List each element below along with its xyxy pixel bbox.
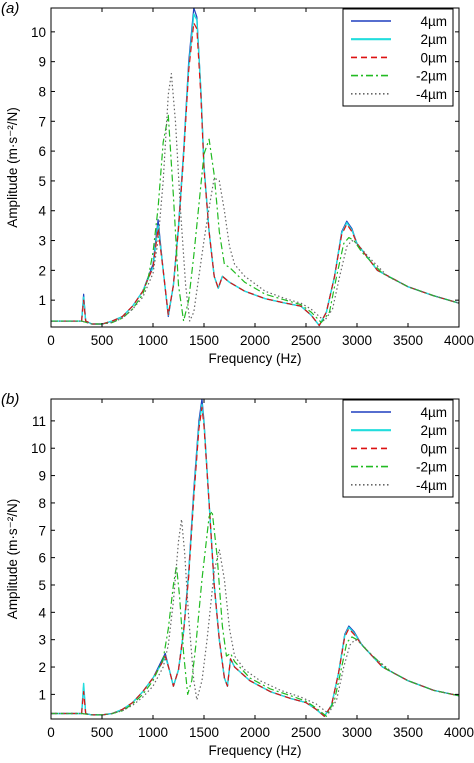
panel-label: (a) bbox=[1, 0, 19, 17]
legend: 4µm 2µm 0µm -2µm -4µm bbox=[342, 399, 454, 498]
y-tick-label: 8 bbox=[38, 496, 46, 511]
x-tick-label: 2000 bbox=[240, 725, 270, 740]
x-tick-label: 1000 bbox=[138, 333, 168, 348]
legend-label-0: 4µm bbox=[420, 14, 447, 29]
legend-label-0: 4µm bbox=[420, 405, 447, 420]
legend-label-1: 2µm bbox=[420, 32, 447, 47]
y-tick-label: 7 bbox=[38, 523, 46, 538]
y-axis-label: Amplitude (m·s⁻²/N) bbox=[5, 499, 20, 619]
y-tick-label: 5 bbox=[38, 174, 46, 189]
x-tick-label: 1000 bbox=[138, 725, 168, 740]
series-line-3 bbox=[51, 510, 459, 717]
legend-label-1: 2µm bbox=[420, 423, 447, 438]
series-line-3 bbox=[51, 114, 459, 325]
x-tick-label: 3000 bbox=[342, 333, 372, 348]
x-tick-label: 1500 bbox=[189, 333, 219, 348]
x-tick-label: 4000 bbox=[444, 333, 474, 348]
y-tick-label: 10 bbox=[31, 441, 46, 456]
x-tick-label: 4000 bbox=[444, 725, 474, 740]
x-tick-label: 0 bbox=[47, 725, 55, 740]
y-tick-label: 9 bbox=[38, 469, 46, 484]
x-tick-label: 3500 bbox=[393, 333, 423, 348]
y-tick-label: 6 bbox=[38, 144, 46, 159]
y-tick-label: 9 bbox=[38, 55, 46, 70]
legend: 4µm 2µm 0µm -2µm -4µm bbox=[342, 8, 454, 107]
legend-label-4: -4µm bbox=[416, 478, 447, 493]
x-tick-label: 500 bbox=[91, 333, 114, 348]
y-tick-label: 3 bbox=[38, 633, 46, 648]
series-group bbox=[51, 8, 459, 327]
series-group bbox=[51, 399, 459, 717]
x-tick-label: 3500 bbox=[393, 725, 423, 740]
panel-a: 0 500 1000 1500 2000 2500 3000 3500 4000 1 2 3 4 5 6 7 8… bbox=[1, 0, 474, 366]
x-tick-label: 500 bbox=[91, 725, 114, 740]
x-axis-label: Frequency (Hz) bbox=[208, 351, 301, 366]
y-tick-label: 2 bbox=[38, 263, 46, 278]
y-tick-label: 3 bbox=[38, 234, 46, 249]
legend-label-2: 0µm bbox=[420, 441, 447, 456]
x-tick-label: 0 bbox=[47, 333, 55, 348]
series-line-2 bbox=[51, 406, 459, 717]
y-tick-label: 1 bbox=[38, 293, 46, 308]
y-tick-label: 8 bbox=[38, 84, 46, 99]
y-tick-label: 10 bbox=[31, 25, 46, 40]
y-tick-label: 6 bbox=[38, 551, 46, 566]
x-tick-label: 1500 bbox=[189, 725, 219, 740]
y-axis-label: Amplitude (m·s⁻²/N) bbox=[5, 107, 20, 227]
panel-label: (b) bbox=[1, 391, 19, 408]
y-tick-label: 1 bbox=[38, 687, 46, 702]
x-tick-label: 3000 bbox=[342, 725, 372, 740]
legend-label-4: -4µm bbox=[416, 87, 447, 102]
x-tick-label: 2500 bbox=[291, 333, 321, 348]
series-line-4 bbox=[51, 518, 459, 716]
legend-label-3: -2µm bbox=[416, 460, 447, 475]
y-tick-label: 4 bbox=[38, 605, 46, 620]
series-line-2 bbox=[51, 22, 459, 327]
x-tick-label: 2500 bbox=[291, 725, 321, 740]
y-tick-label: 7 bbox=[38, 114, 46, 129]
y-tick-label: 4 bbox=[38, 204, 46, 219]
y-tick-label: 11 bbox=[32, 414, 46, 429]
panel-b: 0 500 1000 1500 2000 2500 3000 3500 4000 1 2 3 4 5 6 7 8… bbox=[1, 391, 474, 758]
series-line-4 bbox=[51, 72, 459, 325]
legend-label-2: 0µm bbox=[420, 50, 447, 65]
y-tick-label: 5 bbox=[38, 578, 46, 593]
y-tick-label: 2 bbox=[38, 660, 46, 675]
legend-label-3: -2µm bbox=[416, 69, 447, 84]
x-axis-label: Frequency (Hz) bbox=[208, 743, 301, 758]
x-tick-label: 2000 bbox=[240, 333, 270, 348]
